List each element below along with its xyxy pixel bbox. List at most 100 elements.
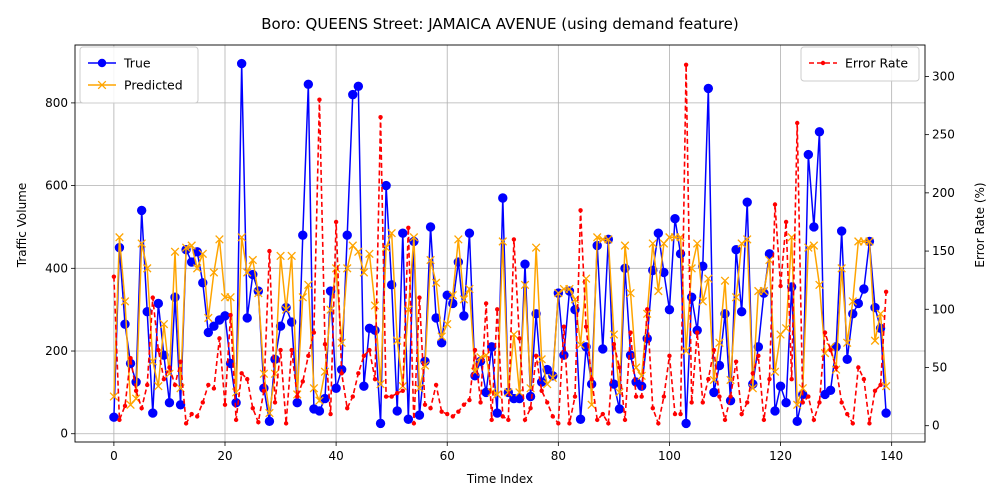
chart-title: Boro: QUEENS Street: JAMAICA AVENUE (usi… bbox=[261, 15, 739, 33]
data-point bbox=[236, 58, 247, 69]
data-point bbox=[881, 408, 891, 418]
data-point bbox=[664, 304, 675, 315]
data-point bbox=[148, 357, 158, 366]
data-point bbox=[550, 414, 555, 419]
data-point bbox=[650, 406, 655, 411]
data-point bbox=[209, 321, 219, 331]
data-point bbox=[237, 233, 246, 242]
data-point bbox=[845, 411, 850, 417]
data-point bbox=[814, 127, 825, 137]
data-point bbox=[717, 394, 722, 399]
data-point bbox=[370, 301, 380, 310]
data-point bbox=[515, 388, 524, 397]
data-point bbox=[287, 251, 296, 261]
data-point bbox=[637, 371, 646, 381]
data-point bbox=[436, 338, 447, 348]
data-point bbox=[256, 420, 261, 425]
data-point bbox=[264, 416, 275, 427]
data-point bbox=[450, 414, 455, 419]
data-point bbox=[604, 235, 613, 244]
data-point bbox=[672, 411, 678, 417]
data-point bbox=[565, 284, 574, 294]
data-point bbox=[317, 97, 322, 102]
data-point bbox=[181, 243, 191, 252]
data-point bbox=[881, 381, 891, 391]
data-point bbox=[467, 397, 472, 403]
data-point bbox=[331, 264, 341, 273]
series-layer bbox=[109, 58, 891, 429]
data-point bbox=[803, 149, 814, 160]
data-point bbox=[115, 233, 124, 242]
data-point bbox=[356, 371, 361, 376]
data-point bbox=[770, 406, 780, 416]
y-tick-label: 400 bbox=[45, 261, 68, 275]
data-point bbox=[600, 411, 605, 417]
data-point bbox=[539, 388, 544, 393]
data-point bbox=[395, 390, 400, 396]
data-point bbox=[400, 388, 405, 393]
data-point bbox=[428, 406, 433, 411]
data-point bbox=[483, 301, 489, 306]
data-point bbox=[698, 261, 708, 271]
data-point bbox=[117, 417, 122, 423]
data-point bbox=[775, 381, 786, 391]
data-point bbox=[836, 226, 847, 236]
data-point bbox=[578, 208, 583, 213]
data-point bbox=[861, 376, 867, 382]
data-point bbox=[372, 376, 378, 382]
data-point bbox=[506, 417, 511, 423]
data-point bbox=[198, 249, 208, 259]
data-point bbox=[722, 417, 728, 423]
data-point bbox=[365, 249, 374, 259]
data-point bbox=[859, 284, 869, 294]
data-point bbox=[781, 398, 791, 408]
data-point bbox=[170, 247, 180, 257]
data-point bbox=[850, 421, 855, 426]
data-point bbox=[848, 309, 858, 319]
data-point bbox=[203, 327, 214, 338]
data-point bbox=[656, 421, 661, 426]
data-point bbox=[842, 354, 852, 364]
data-point bbox=[148, 408, 158, 418]
data-point bbox=[678, 411, 683, 417]
data-point bbox=[806, 394, 811, 399]
data-point bbox=[378, 114, 383, 120]
data-point bbox=[342, 230, 352, 240]
x-tick-label: 0 bbox=[110, 449, 118, 463]
data-point bbox=[109, 392, 119, 401]
data-point bbox=[422, 402, 428, 407]
data-point bbox=[442, 319, 452, 329]
data-point bbox=[653, 228, 664, 238]
data-point bbox=[731, 293, 741, 302]
data-point bbox=[800, 400, 805, 405]
data-point bbox=[750, 371, 755, 376]
legend-marker bbox=[820, 60, 826, 66]
data-point bbox=[145, 382, 150, 388]
data-point bbox=[839, 400, 844, 405]
data-point bbox=[575, 414, 586, 424]
data-point bbox=[792, 416, 802, 427]
data-point bbox=[583, 324, 589, 329]
data-point bbox=[192, 264, 202, 273]
data-point bbox=[561, 324, 567, 329]
y-tick-label: 0 bbox=[60, 427, 68, 441]
legend-marker bbox=[97, 80, 107, 90]
data-point bbox=[314, 406, 325, 416]
data-point bbox=[254, 288, 263, 298]
data-point bbox=[456, 409, 461, 414]
data-point bbox=[339, 371, 344, 376]
data-point bbox=[520, 259, 530, 269]
x-tick-label: 40 bbox=[328, 449, 343, 463]
data-point bbox=[128, 355, 133, 361]
data-point bbox=[359, 268, 369, 277]
data-point bbox=[511, 237, 517, 242]
data-point bbox=[739, 411, 744, 417]
data-point bbox=[720, 276, 730, 285]
data-point bbox=[728, 394, 733, 399]
series-error-rate bbox=[111, 62, 889, 427]
y2-tick-label: 250 bbox=[932, 128, 955, 142]
data-point bbox=[403, 414, 414, 424]
data-point bbox=[292, 398, 302, 408]
data-point bbox=[461, 402, 467, 407]
